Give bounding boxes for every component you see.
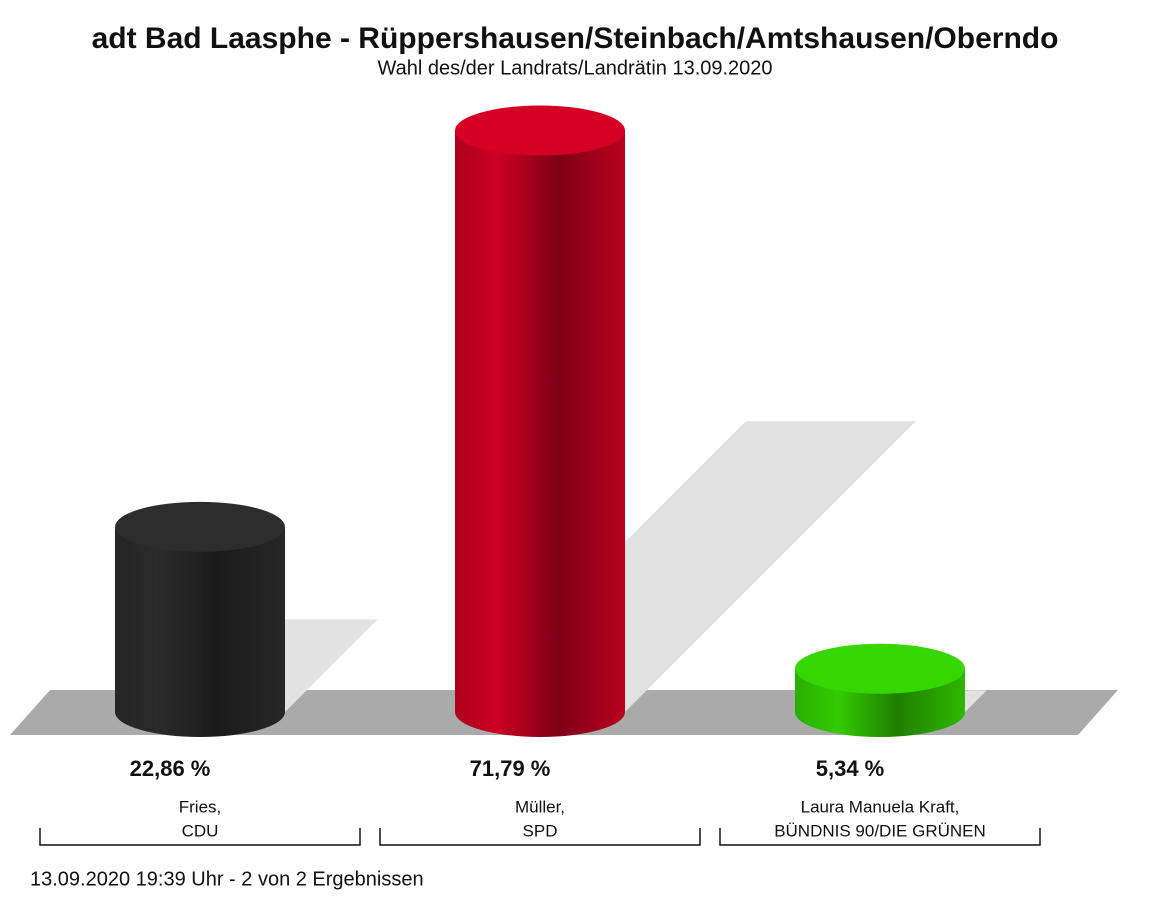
value-label: 71,79 % bbox=[470, 756, 551, 781]
bar bbox=[115, 526, 285, 737]
value-label: 22,86 % bbox=[130, 756, 211, 781]
bar bbox=[455, 130, 625, 738]
value-label: 5,34 % bbox=[816, 756, 885, 781]
category-label: Laura Manuela Kraft, bbox=[801, 797, 960, 816]
chart-subtitle: Wahl des/der Landrats/Landrätin 13.09.20… bbox=[377, 57, 772, 79]
category-bracket bbox=[39, 828, 361, 846]
category-label: BÜNDNIS 90/DIE GRÜNEN bbox=[774, 821, 986, 840]
chart-title: adt Bad Laasphe - Rüppershausen/Steinbac… bbox=[92, 22, 1059, 55]
bar-top bbox=[115, 501, 285, 552]
bar-top bbox=[455, 105, 625, 156]
category-label: Fries, bbox=[179, 797, 222, 816]
category-label: SPD bbox=[523, 821, 558, 840]
footer: 13.09.2020 19:39 Uhr - 2 von 2 Ergebniss… bbox=[30, 868, 424, 890]
category-bracket bbox=[379, 828, 701, 846]
category-bracket bbox=[719, 828, 1041, 846]
category-label: CDU bbox=[182, 821, 219, 840]
category-label: Müller, bbox=[515, 797, 565, 816]
bar-top bbox=[795, 643, 965, 694]
